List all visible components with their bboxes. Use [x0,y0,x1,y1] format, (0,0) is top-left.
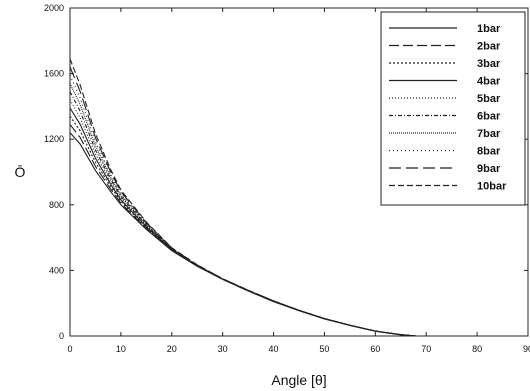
legend-label-5bar: 5bar [477,93,501,105]
x-axis-label: Angle [θ] [271,372,326,388]
series-line-3bar [69,115,417,337]
x-tick-label: 40 [269,344,279,354]
legend-label-6bar: 6bar [477,111,501,123]
series-line-2bar [69,124,417,337]
legend-label-4bar: 4bar [477,76,501,88]
x-tick-label: 60 [370,344,380,354]
x-tick-label: 80 [472,344,482,354]
series-line-4bar [69,107,417,337]
y-tick-label: 2000 [44,3,64,13]
x-tick-label: 50 [319,344,329,354]
x-tick-label: 0 [67,344,72,354]
y-tick-label: 1200 [44,134,64,144]
legend-label-10bar: 10bar [477,181,507,193]
y-tick-label: 400 [49,265,64,275]
series-line-9bar [69,66,417,337]
series-line-1bar [69,132,417,337]
series-line-7bar [69,83,417,337]
series-line-5bar [69,99,417,337]
legend-label-1bar: 1bar [477,23,501,35]
x-axis: 0 10 20 30 40 50 60 70 80 90 [67,8,530,354]
legend-label-3bar: 3bar [477,58,501,70]
x-tick-label: 30 [218,344,228,354]
x-tick-label: 10 [116,344,126,354]
series-line-6bar [69,91,417,337]
y-tick-label: 800 [49,200,64,210]
legend-label-8bar: 8bar [477,146,501,158]
x-tick-label: 70 [421,344,431,354]
y-axis-label: Ō [15,164,26,180]
x-tick-label: 90 [523,344,530,354]
x-tick-label: 20 [167,344,177,354]
legend: 1bar 2bar 3bar 4bar 5bar 6bar 7bar 8bar 9bar 10ba… [380,11,526,206]
legend-label-2bar: 2bar [477,41,501,53]
plot-frame [69,7,529,337]
legend-label-7bar: 7bar [477,128,501,140]
y-tick-label: 0 [59,331,64,341]
legend-box [380,11,526,206]
y-tick-label: 1600 [44,69,64,79]
legend-label-9bar: 9bar [477,163,501,175]
series-lines [69,58,417,337]
